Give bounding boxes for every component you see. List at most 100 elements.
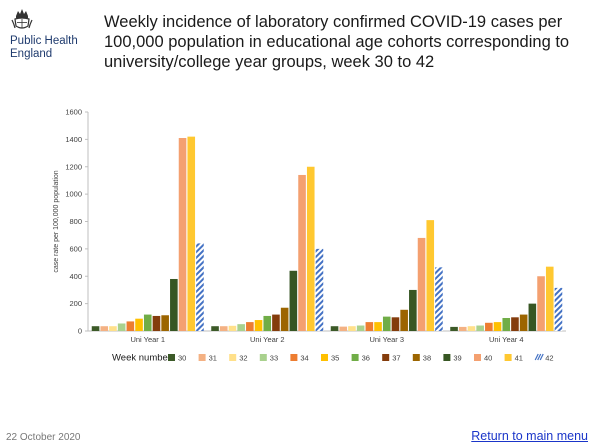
bar-uni-year-3-week-39 (409, 289, 417, 331)
bar-uni-year-3-week-32 (348, 326, 356, 331)
bar-uni-year-1-week-38 (161, 315, 169, 331)
bar-uni-year-1-week-40 (178, 138, 187, 331)
bar-uni-year-4-week-38 (519, 314, 528, 331)
legend-swatch-week-33 (259, 354, 267, 361)
bar-uni-year-2-week-30 (211, 326, 219, 331)
royal-crest-icon (11, 9, 33, 29)
legend-swatch-week-35 (321, 354, 328, 361)
legend-label-week-39: 39 (453, 354, 461, 363)
bar-uni-year-4-week-40 (537, 276, 545, 331)
bar-uni-year-2-week-37 (272, 314, 280, 331)
legend-swatch-week-30 (168, 354, 175, 361)
bar-uni-year-3-week-31 (339, 326, 348, 331)
y-axis-label: case rate per 100,000 population (53, 170, 60, 272)
bar-uni-year-4-week-41 (545, 266, 554, 331)
bar-uni-year-1-week-32 (109, 326, 117, 331)
legend-swatch-week-37 (382, 354, 390, 361)
legend-label-week-36: 36 (362, 354, 370, 363)
legend-label-week-41: 41 (515, 354, 523, 363)
legend-label-week-38: 38 (423, 354, 431, 363)
legend-swatch-week-42 (534, 353, 539, 361)
legend-label-week-42: 42 (545, 354, 553, 363)
bar-uni-year-3-week-42 (435, 267, 443, 331)
bar-uni-year-4-week-33 (476, 325, 484, 331)
bar-uni-year-4-week-42 (554, 287, 563, 331)
bar-uni-year-3-week-41 (426, 220, 435, 331)
bar-uni-year-1-week-35 (135, 318, 143, 331)
y-tick-label: 1600 (65, 108, 82, 117)
legend-swatch-week-41 (504, 354, 512, 361)
x-category-label: Uni Year 2 (250, 335, 285, 344)
bar-uni-year-4-week-31 (458, 326, 467, 331)
y-tick-label: 400 (69, 272, 82, 281)
bar-uni-year-2-week-34 (246, 322, 254, 331)
legend-swatch-week-34 (290, 354, 298, 361)
page-title: Weekly incidence of laboratory confirmed… (104, 13, 570, 71)
legend-swatch-week-42 (539, 353, 544, 361)
legend-label-week-40: 40 (484, 354, 492, 363)
legend-swatch-week-36 (351, 354, 359, 361)
y-tick-label: 1400 (65, 135, 82, 144)
bar-uni-year-3-week-37 (391, 317, 400, 331)
legend-label-week-30: 30 (178, 354, 186, 363)
y-tick-label: 600 (69, 244, 82, 253)
bar-uni-year-2-week-38 (280, 307, 289, 331)
bar-uni-year-3-week-36 (382, 316, 391, 331)
bar-uni-year-3-week-33 (356, 325, 365, 331)
bar-uni-year-2-week-32 (228, 325, 237, 331)
bar-uni-year-2-week-42 (315, 248, 324, 331)
bar-uni-year-1-week-39 (170, 278, 178, 331)
return-to-main-menu-link[interactable]: Return to main menu (471, 429, 588, 443)
legend-label-week-31: 31 (209, 354, 217, 363)
legend-swatch-week-40 (474, 354, 481, 361)
y-tick-label: 800 (69, 217, 82, 226)
bar-uni-year-3-week-30 (330, 326, 339, 331)
legend-title: Week number (112, 353, 171, 364)
bar-uni-year-2-week-41 (306, 166, 315, 331)
x-category-label: Uni Year 1 (130, 335, 165, 344)
footer-date: 22 October 2020 (6, 432, 81, 443)
bar-uni-year-2-week-39 (289, 270, 298, 331)
bar-uni-year-2-week-35 (254, 320, 263, 331)
legend-label-week-34: 34 (300, 354, 308, 363)
bar-uni-year-4-week-36 (502, 317, 511, 331)
bar-uni-year-2-week-31 (219, 326, 228, 331)
bar-uni-year-2-week-33 (237, 324, 245, 331)
bar-uni-year-4-week-35 (493, 322, 502, 331)
x-category-label: Uni Year 3 (369, 335, 404, 344)
logo: Public Health England (10, 8, 100, 61)
legend-swatch-week-38 (412, 354, 420, 361)
y-tick-label: 1200 (65, 162, 82, 171)
bar-uni-year-4-week-32 (467, 326, 476, 331)
legend-swatch-week-39 (443, 354, 451, 361)
bar-uni-year-1-week-33 (117, 323, 126, 331)
bar-uni-year-4-week-30 (450, 326, 458, 331)
y-tick-label: 1000 (65, 190, 82, 199)
bar-uni-year-3-week-40 (417, 237, 426, 331)
bar-uni-year-4-week-39 (528, 303, 537, 331)
bar-uni-year-4-week-37 (511, 317, 519, 331)
bar-uni-year-3-week-38 (400, 309, 408, 331)
bar-chart: 0 200 400 600 800 1000 1200 1400 1600 case rate p… (53, 108, 566, 364)
legend-swatch-week-42 (537, 353, 542, 361)
org-name: Public Health England (10, 35, 78, 60)
bar-uni-year-1-week-34 (126, 321, 135, 331)
legend-label-week-33: 33 (270, 354, 278, 363)
bar-uni-year-4-week-34 (485, 322, 493, 331)
bar-uni-year-1-week-36 (143, 314, 152, 331)
bar-uni-year-2-week-40 (298, 174, 306, 331)
y-tick-label: 0 (78, 327, 82, 336)
y-tick-label: 200 (69, 299, 82, 308)
legend-swatch-week-32 (229, 354, 237, 361)
x-category-label: Uni Year 4 (489, 335, 524, 344)
legend-label-week-35: 35 (331, 354, 339, 363)
legend-label-week-37: 37 (392, 354, 400, 363)
bar-uni-year-2-week-36 (263, 315, 272, 331)
bar-uni-year-1-week-30 (91, 326, 100, 331)
bar-uni-year-3-week-35 (374, 322, 382, 331)
bar-uni-year-3-week-34 (365, 322, 374, 331)
legend-swatch-week-31 (198, 354, 206, 361)
bar-uni-year-1-week-37 (152, 315, 161, 331)
bar-uni-year-1-week-31 (100, 326, 109, 331)
legend-label-week-32: 32 (239, 354, 247, 363)
